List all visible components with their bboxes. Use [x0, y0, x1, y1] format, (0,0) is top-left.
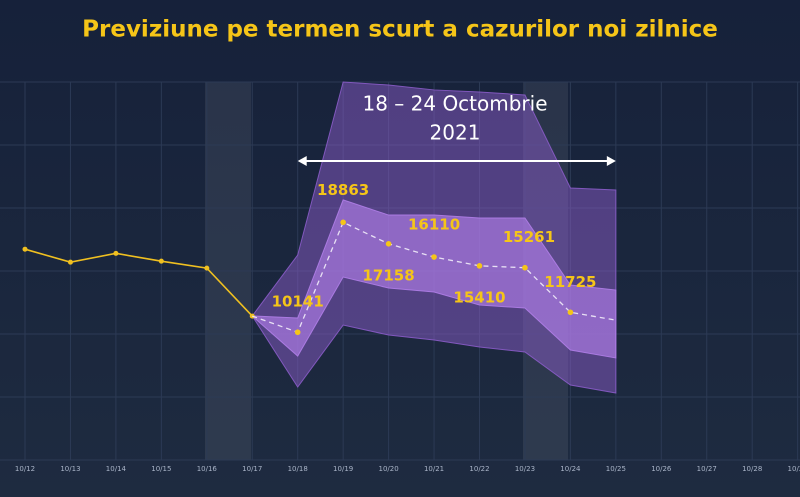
x-tick-label: 10/26	[651, 465, 672, 473]
x-tick-label: 10/14	[106, 465, 127, 473]
point	[294, 329, 301, 336]
x-tick-label: 10/27	[697, 465, 717, 473]
point	[431, 254, 437, 260]
x-tick-label: 10/16	[197, 465, 218, 473]
point	[385, 241, 392, 247]
line	[24, 248, 253, 317]
x-tick-label: 10/20	[379, 465, 399, 473]
annotation: 18 – 24 Octombrie	[362, 92, 547, 116]
value-label: 18863	[317, 181, 369, 199]
x-tick-label: 10/23	[515, 465, 535, 473]
value-label: 10141	[272, 293, 324, 311]
x-tick-label: 10/24	[560, 465, 581, 473]
point	[340, 219, 346, 226]
x-tick-label: 10/28	[742, 465, 762, 473]
point	[204, 265, 210, 271]
x-tick-label: 10/18	[288, 465, 308, 473]
x-tick-label: 10/25	[606, 465, 626, 473]
x-tick-label: 10/15	[151, 465, 171, 473]
x-tick-label: 10/13	[60, 465, 80, 473]
chart-title: Previziune pe termen scurt a cazurilor n…	[82, 17, 718, 43]
point	[522, 264, 528, 271]
x-tick-label: 10/22	[469, 465, 489, 473]
annotation: 2021	[430, 121, 481, 145]
value-label: 16110	[408, 216, 460, 234]
value-label: 15261	[503, 228, 555, 246]
x-tick-label: 10/19	[333, 465, 353, 473]
x-tick-label: 10/12	[15, 465, 35, 473]
point	[113, 250, 119, 256]
x-tick-label: 10/21	[424, 465, 444, 473]
point	[158, 258, 164, 264]
x-tick-label: 10/29	[788, 465, 800, 473]
value-label: 11725	[544, 273, 596, 291]
x-tick-label: 10/17	[242, 465, 262, 473]
point	[567, 309, 574, 316]
point	[22, 246, 28, 252]
point	[67, 259, 73, 265]
band	[250, 199, 617, 359]
point	[476, 263, 483, 269]
value-label: 17158	[363, 266, 415, 284]
value-label: 15410	[453, 288, 505, 306]
